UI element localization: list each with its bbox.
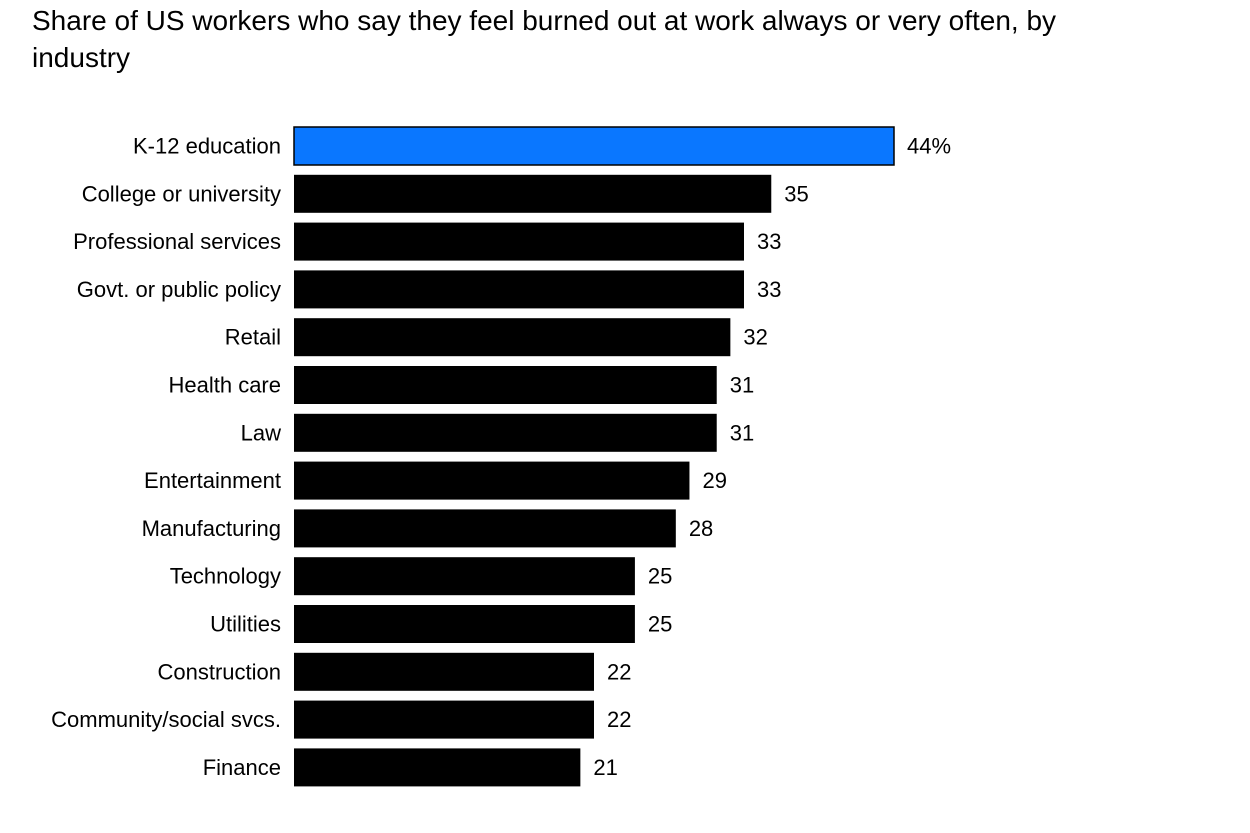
- bar-11: [294, 652, 594, 691]
- bar-8: [294, 509, 676, 548]
- category-label: Technology: [170, 564, 281, 589]
- bar-10: [294, 605, 635, 643]
- value-label: 22: [607, 659, 631, 684]
- value-label: 25: [648, 612, 672, 637]
- value-label: 31: [730, 373, 754, 398]
- category-label: Govt. or public policy: [77, 277, 281, 302]
- bars-group: [293, 126, 895, 787]
- category-labels-group: K-12 education College or university Profe…: [51, 134, 281, 780]
- bar-9: [294, 557, 635, 596]
- bar-1: [294, 174, 772, 213]
- bar-3: [294, 270, 744, 309]
- bar-7: [294, 461, 690, 500]
- category-label: Manufacturing: [142, 516, 281, 541]
- value-label: 28: [689, 516, 713, 541]
- category-label: Professional services: [73, 229, 281, 254]
- chart-title: Share of US workers who say they feel bu…: [32, 5, 1057, 73]
- category-label: Construction: [157, 659, 281, 684]
- category-label: Entertainment: [144, 468, 281, 493]
- bar-2: [294, 222, 744, 261]
- bar-4: [294, 318, 731, 357]
- value-label: 21: [593, 755, 617, 780]
- value-label: 31: [730, 420, 754, 445]
- category-label: K-12 education: [133, 134, 281, 159]
- bar-5: [294, 366, 717, 404]
- category-label: Law: [241, 420, 281, 445]
- value-label: 22: [607, 707, 631, 732]
- value-label: 44%: [907, 134, 951, 159]
- category-label: Utilities: [210, 612, 281, 637]
- value-label: 35: [784, 181, 808, 206]
- value-label: 32: [743, 325, 767, 350]
- value-label: 33: [757, 229, 781, 254]
- value-label: 25: [648, 564, 672, 589]
- category-label: Finance: [203, 755, 281, 780]
- bar-6: [294, 413, 717, 452]
- bar-12: [294, 700, 594, 739]
- bar-13: [294, 748, 581, 787]
- category-label: Retail: [225, 325, 281, 350]
- category-label: Health care: [168, 373, 281, 398]
- value-label: 33: [757, 277, 781, 302]
- bar-0: [293, 126, 895, 166]
- category-label: College or university: [82, 181, 281, 206]
- value-label: 29: [702, 468, 726, 493]
- category-label: Community/social svcs.: [51, 707, 281, 732]
